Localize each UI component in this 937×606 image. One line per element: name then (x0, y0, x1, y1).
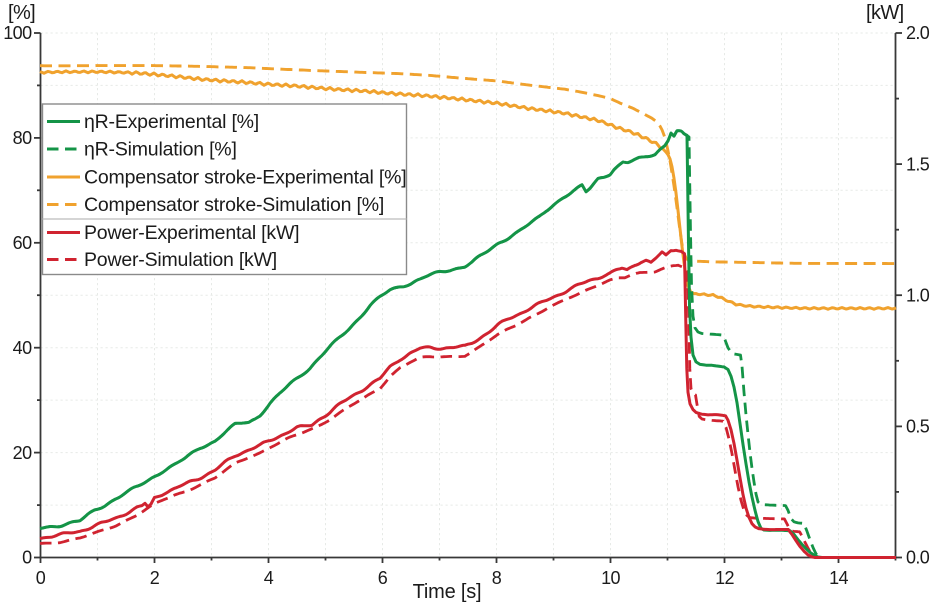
svg-text:Power-Experimental [kW]: Power-Experimental [kW] (84, 222, 299, 244)
svg-text:60: 60 (13, 233, 32, 253)
svg-text:[kW]: [kW] (866, 2, 904, 24)
svg-text:Compensator stroke-Simulation: Compensator stroke-Simulation [%] (84, 194, 384, 216)
svg-text:6: 6 (378, 568, 388, 588)
svg-text:20: 20 (13, 443, 32, 463)
svg-text:12: 12 (715, 568, 734, 588)
svg-text:0.0: 0.0 (906, 548, 930, 568)
svg-text:1.0: 1.0 (906, 285, 930, 305)
svg-text:1.5: 1.5 (906, 154, 930, 174)
svg-text:0.5: 0.5 (906, 417, 930, 437)
svg-text:2.0: 2.0 (906, 23, 930, 43)
svg-text:80: 80 (13, 128, 32, 148)
svg-text:ηR-Experimental [%]: ηR-Experimental [%] (84, 111, 259, 133)
svg-text:14: 14 (829, 568, 848, 588)
svg-text:10: 10 (601, 568, 620, 588)
svg-text:0: 0 (36, 568, 46, 588)
svg-text:ηR-Simulation [%]: ηR-Simulation [%] (84, 138, 237, 160)
svg-text:40: 40 (13, 338, 32, 358)
svg-text:[%]: [%] (8, 2, 35, 24)
svg-text:100: 100 (3, 23, 32, 43)
svg-text:0: 0 (22, 548, 32, 568)
svg-text:Compensator stroke-Experimenta: Compensator stroke-Experimental [%] (84, 166, 406, 188)
svg-text:Time [s]: Time [s] (413, 581, 482, 603)
svg-text:4: 4 (264, 568, 274, 588)
svg-text:8: 8 (492, 568, 502, 588)
svg-text:Power-Simulation [kW]: Power-Simulation [kW] (84, 249, 277, 271)
svg-text:2: 2 (150, 568, 160, 588)
